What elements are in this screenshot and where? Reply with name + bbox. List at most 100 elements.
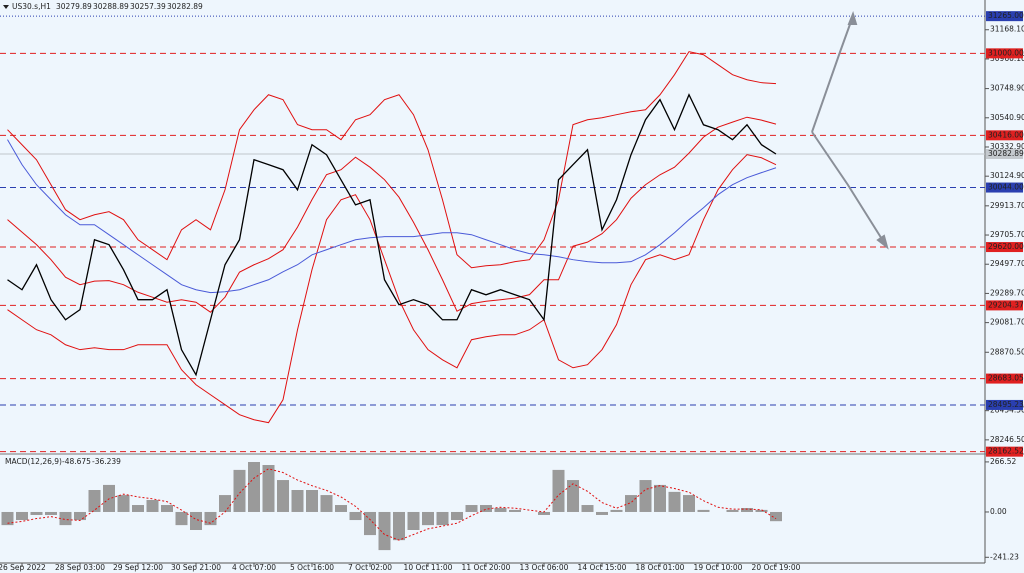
series-line [7, 51, 777, 269]
macd-bar [726, 509, 739, 512]
y-tick-label: 29913.70 [990, 201, 1024, 210]
macd-bar [393, 511, 405, 541]
macd-bar [770, 511, 782, 522]
level-label: 31265.00 [988, 11, 1024, 20]
macd-bar [596, 511, 608, 515]
level-tag [986, 182, 1023, 193]
macd-bar [320, 495, 333, 512]
x-tick-label: 28 Sep 03:00 [55, 563, 105, 572]
y-tick-label: 30332.90 [990, 142, 1024, 151]
macd-bar [610, 509, 623, 512]
macd-bar [654, 484, 666, 512]
macd-bar [204, 511, 217, 526]
level-label: 28683.05 [988, 374, 1024, 383]
macd-bar [683, 495, 695, 512]
macd-bar [364, 511, 376, 536]
macd-bar [117, 495, 130, 512]
macd-bar [538, 511, 550, 515]
plot [0, 15, 985, 551]
macd-bar [625, 495, 637, 512]
signal-line [7, 468, 777, 541]
level-label: 29620.00 [988, 242, 1024, 251]
x-tick-label: 29 Sep 12:00 [113, 563, 163, 572]
macd-bar [480, 505, 492, 512]
y-tick-label: 266.52 [990, 457, 1016, 466]
level-label: 28162.52 [988, 447, 1024, 456]
level-tag [986, 446, 1023, 457]
x-tick-label: 4 Oct 07:00 [232, 563, 276, 572]
macd-bar [175, 511, 188, 526]
macd-bar [639, 480, 652, 512]
macd-bar [581, 505, 594, 512]
series-line [7, 116, 777, 313]
y-tick-label: 28870.50 [990, 347, 1024, 356]
macd-bar [262, 465, 275, 512]
macd-bar [668, 491, 681, 512]
macd-bar [697, 509, 710, 512]
series-line [7, 93, 777, 377]
level-label: 30416.00 [988, 130, 1024, 139]
y-tick-label: 31168.10 [990, 25, 1024, 34]
level-label: 30044.00 [988, 183, 1024, 192]
macd-bar [378, 511, 391, 551]
level-tag [986, 242, 1023, 253]
macd-bar [146, 499, 159, 512]
level-label: 31000.00 [988, 48, 1024, 57]
x-tick-label: 10 Oct 11:00 [404, 563, 453, 572]
y-tick-label: 29705.70 [990, 230, 1024, 239]
macd-bar [436, 511, 449, 526]
current-price-tag [986, 149, 1023, 160]
level-tag [986, 48, 1023, 59]
x-tick-label: 14 Oct 15:00 [578, 563, 627, 572]
macd-bar [509, 509, 521, 512]
level-tag [986, 300, 1023, 311]
macd-bar [88, 489, 101, 512]
forecast-arrows [811, 10, 889, 250]
x-tick-label: 7 Oct 02:00 [348, 563, 392, 572]
y-tick-label: 30540.90 [990, 113, 1024, 122]
macd-bar [567, 480, 579, 512]
level-label: 29204.37 [988, 300, 1024, 309]
y-tick-label: 30124.90 [990, 171, 1024, 180]
macd-bar [451, 511, 463, 521]
y-tick-label: 30960.10 [990, 54, 1024, 63]
ohlc-value: 30279.89 [56, 2, 92, 11]
macd-bar [277, 480, 289, 512]
y-tick-label: 30748.90 [990, 84, 1024, 93]
macd-bar [291, 489, 304, 512]
x-tick-label: 26 Sep 2022 [0, 563, 46, 572]
macd-bar [349, 511, 362, 521]
macd-bar [306, 489, 318, 512]
macd-bar [755, 509, 768, 512]
macd-bar [161, 505, 173, 512]
x-tick-label: 19 Oct 10:00 [694, 563, 743, 572]
level-tag [986, 11, 1023, 22]
y-tick-label: 28246.50 [990, 435, 1024, 444]
macd-bar [59, 511, 72, 526]
macd-bar [30, 511, 43, 515]
x-tick-label: 11 Oct 20:00 [462, 563, 511, 572]
level-tag [986, 399, 1023, 410]
level-label: 28495.23 [988, 400, 1024, 409]
macd-bar [233, 469, 246, 512]
macd-bar [407, 511, 420, 531]
y-tick-label: -241.23 [990, 552, 1019, 561]
y-tick-label: 29081.70 [990, 318, 1024, 327]
x-tick-label: 20 Oct 19:00 [752, 563, 801, 572]
macd-bar [219, 495, 231, 512]
macd-bar [465, 505, 478, 512]
x-tick-label: 30 Sep 21:00 [171, 563, 221, 572]
y-tick-label: 29289.70 [990, 288, 1024, 297]
macd-bar [494, 508, 507, 512]
series-line [7, 154, 777, 424]
current-price-label: 30282.89 [988, 149, 1024, 158]
macd-bar [1, 511, 14, 526]
macd-bar [190, 511, 202, 531]
x-tick-label: 13 Oct 06:00 [520, 563, 569, 572]
menu-icon [3, 5, 9, 9]
x-tick-label: 18 Oct 01:00 [636, 563, 685, 572]
ohlc-value: 30282.89 [167, 2, 203, 11]
symbol-label: US30.s,H1 [12, 2, 51, 11]
